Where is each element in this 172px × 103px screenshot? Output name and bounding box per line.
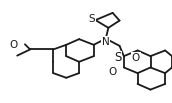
Text: O: O	[132, 53, 140, 63]
Text: N: N	[102, 37, 110, 47]
Text: S: S	[114, 51, 121, 64]
Text: O: O	[10, 40, 18, 50]
Text: S: S	[89, 13, 95, 24]
Text: O: O	[109, 67, 117, 77]
